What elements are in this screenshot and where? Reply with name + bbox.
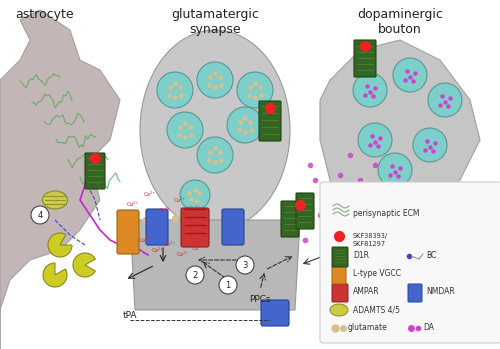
Circle shape <box>180 180 210 210</box>
Text: BC: BC <box>426 252 436 260</box>
Text: PKA: PKA <box>362 230 378 239</box>
FancyBboxPatch shape <box>222 209 244 245</box>
FancyBboxPatch shape <box>117 210 139 254</box>
Text: Ca²⁺: Ca²⁺ <box>127 202 139 208</box>
Circle shape <box>197 137 233 173</box>
Ellipse shape <box>42 191 68 209</box>
FancyBboxPatch shape <box>332 247 348 267</box>
Circle shape <box>393 58 427 92</box>
Text: PPCs: PPCs <box>249 296 271 304</box>
FancyBboxPatch shape <box>332 266 346 284</box>
Circle shape <box>197 62 233 98</box>
Circle shape <box>186 266 204 284</box>
Text: tPA: tPA <box>123 311 137 319</box>
Text: AMPAR: AMPAR <box>353 288 380 297</box>
Text: 1: 1 <box>226 281 230 290</box>
Text: glutamatergic
synapse: glutamatergic synapse <box>171 8 259 36</box>
FancyBboxPatch shape <box>261 300 289 326</box>
Text: perisynaptic ECM: perisynaptic ECM <box>353 209 420 218</box>
FancyBboxPatch shape <box>146 209 168 245</box>
Text: Ca²⁺: Ca²⁺ <box>164 243 176 247</box>
Text: DA: DA <box>423 324 434 333</box>
Circle shape <box>378 153 412 187</box>
Text: 3: 3 <box>242 260 248 269</box>
Text: L-type VGCC: L-type VGCC <box>353 269 401 279</box>
Polygon shape <box>320 40 480 240</box>
Ellipse shape <box>330 304 348 316</box>
Text: Ca²⁺: Ca²⁺ <box>189 206 201 210</box>
Text: Ca²⁺: Ca²⁺ <box>139 238 151 243</box>
Text: Ca²⁺: Ca²⁺ <box>174 198 186 202</box>
Text: D1R: D1R <box>353 252 369 260</box>
Circle shape <box>167 112 203 148</box>
Text: astrocyte: astrocyte <box>16 8 74 21</box>
Text: Ca²⁺: Ca²⁺ <box>192 245 204 251</box>
Circle shape <box>413 128 447 162</box>
FancyBboxPatch shape <box>181 208 209 247</box>
Circle shape <box>237 72 273 108</box>
Circle shape <box>236 256 254 274</box>
FancyBboxPatch shape <box>320 182 500 343</box>
Polygon shape <box>0 10 120 349</box>
FancyBboxPatch shape <box>408 284 422 302</box>
Circle shape <box>428 83 462 117</box>
Polygon shape <box>130 220 300 310</box>
Circle shape <box>157 72 193 108</box>
FancyBboxPatch shape <box>354 40 376 77</box>
Wedge shape <box>73 253 96 277</box>
Ellipse shape <box>140 30 290 230</box>
Text: 4: 4 <box>38 210 43 220</box>
Circle shape <box>219 276 237 294</box>
FancyBboxPatch shape <box>332 284 348 302</box>
Circle shape <box>31 206 49 224</box>
Text: Ca²⁺: Ca²⁺ <box>152 247 164 252</box>
Text: Ca²⁺: Ca²⁺ <box>144 193 156 198</box>
Wedge shape <box>48 233 72 257</box>
Text: glutamate: glutamate <box>348 324 388 333</box>
Text: NMDAR: NMDAR <box>426 288 455 297</box>
FancyBboxPatch shape <box>281 201 299 237</box>
Circle shape <box>353 73 387 107</box>
Wedge shape <box>43 263 67 287</box>
Text: SKF38393/
SKF81297: SKF38393/ SKF81297 <box>353 233 388 247</box>
Circle shape <box>358 123 392 157</box>
Text: dopaminergic
bouton: dopaminergic bouton <box>357 8 443 36</box>
FancyBboxPatch shape <box>296 193 314 229</box>
Text: Ca²⁺: Ca²⁺ <box>159 208 171 213</box>
Text: Ca²⁺: Ca²⁺ <box>177 252 189 258</box>
Text: 2: 2 <box>192 270 198 280</box>
FancyBboxPatch shape <box>85 153 105 189</box>
FancyBboxPatch shape <box>259 101 281 141</box>
Circle shape <box>227 107 263 143</box>
Text: ADAMTS 4/5: ADAMTS 4/5 <box>353 305 400 314</box>
